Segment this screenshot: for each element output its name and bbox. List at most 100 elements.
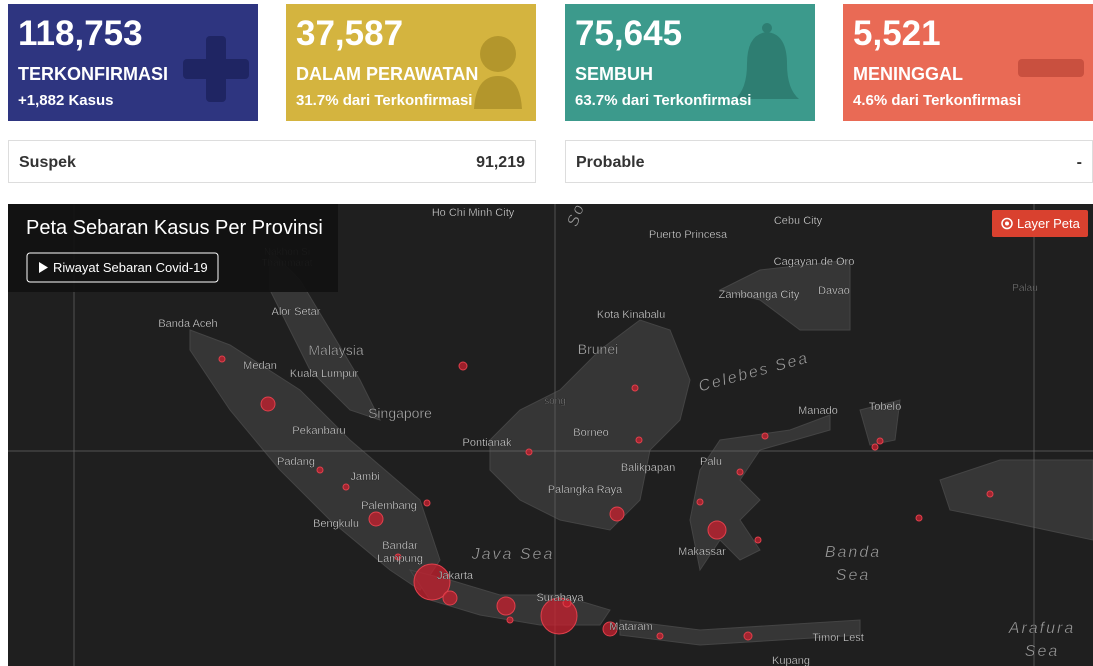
label: Probable (576, 154, 645, 171)
place-label: Jambi (350, 471, 379, 483)
place-label: Bengkulu (313, 518, 359, 530)
sub: 63.7% dari Terkonfirmasi (575, 92, 752, 109)
probable-box: Probable - (565, 140, 1093, 183)
place-label: Palu (700, 456, 722, 468)
island (269, 248, 381, 421)
place-label: Kuala Lumpur (290, 368, 359, 380)
button-label: Layer Peta (1017, 216, 1081, 231)
island (619, 619, 861, 646)
value: 5,521 (853, 14, 941, 53)
case-circle (871, 443, 879, 451)
place-label: Surabaya (536, 592, 584, 604)
case-circle (635, 436, 643, 444)
case-circle (656, 632, 664, 640)
case-circle (423, 499, 431, 507)
value: 118,753 (18, 14, 143, 53)
place-label: Banda Aceh (158, 318, 217, 330)
case-circle (743, 631, 753, 641)
value: 75,645 (575, 14, 683, 53)
place-label: Palangka Raya (548, 484, 623, 496)
place-label: Sea (836, 567, 870, 584)
icon (1018, 59, 1084, 77)
place-label: Java Sea (471, 546, 555, 563)
value: 37,587 (296, 14, 404, 53)
case-circle (736, 468, 744, 476)
card-recovered: 75,645 SEMBUH 63.7% dari Terkonfirmasi (565, 4, 815, 121)
place-label: Pekanbaru (292, 425, 345, 437)
icon (735, 23, 799, 99)
place-label: Tobelo (869, 401, 901, 413)
case-circle (696, 498, 704, 506)
icon (474, 36, 522, 109)
case-circle (986, 490, 994, 498)
island (859, 399, 901, 446)
icon (183, 36, 249, 102)
place-label: Davao (818, 285, 850, 297)
label: MENINGGAL (853, 64, 963, 84)
case-circle (562, 598, 572, 608)
case-circle (218, 355, 226, 363)
graticule (8, 204, 1093, 666)
place-label: Balikpapan (621, 462, 675, 474)
map[interactable]: Ho Chi Minh CityNakhon SiThammaratPuerto… (8, 204, 1093, 666)
value: - (1076, 154, 1082, 171)
label: Suspek (19, 154, 76, 171)
case-circles (218, 355, 994, 641)
place-label: Palau (1012, 283, 1038, 294)
place-label: Cebu City (774, 215, 823, 227)
sub: +1,882 Kasus (18, 92, 114, 109)
label: DALAM PERAWATAN (296, 64, 479, 84)
place-label: Padang (277, 456, 315, 468)
place-label: Bandar (382, 540, 418, 552)
case-circle (316, 466, 324, 474)
sub: 31.7% dari Terkonfirmasi (296, 92, 473, 109)
place-label: Kupang (772, 655, 810, 666)
layer-button[interactable]: Layer Peta (992, 210, 1088, 237)
place-label: Medan (243, 360, 277, 372)
button-label: Riwayat Sebaran Covid-19 (53, 260, 208, 275)
suspect-box: Suspek 91,219 (8, 140, 536, 183)
case-circle (754, 536, 762, 544)
place-label: Pontianak (463, 437, 512, 449)
map-header (8, 204, 338, 292)
place-label: Puerto Princesa (649, 229, 728, 241)
place-label: Palembang (361, 500, 417, 512)
case-circle (506, 616, 514, 624)
place-label: Banda (825, 544, 881, 561)
case-circle (342, 483, 350, 491)
label: SEMBUH (575, 64, 654, 84)
case-circle (915, 514, 923, 522)
place-label: Jakarta (437, 570, 474, 582)
case-circle (631, 384, 639, 392)
card-treated: 37,587 DALAM PERAWATAN 31.7% dari Terkon… (286, 4, 536, 121)
case-circle (368, 511, 384, 527)
card-confirmed: 118,753 TERKONFIRMASI +1,882 Kasus (8, 4, 258, 121)
island (489, 319, 691, 531)
place-label: song (544, 396, 566, 407)
case-circle (442, 590, 458, 606)
case-circle (525, 448, 533, 456)
place-label: Lampung (377, 553, 423, 565)
sub: 4.6% dari Terkonfirmasi (853, 92, 1022, 109)
place-label: Alor Setar (272, 306, 321, 318)
place-label: Malaysia (308, 342, 363, 358)
case-circle (609, 506, 625, 522)
case-circle (394, 553, 402, 561)
island (718, 259, 851, 331)
place-label: Singapore (368, 405, 432, 421)
history-button[interactable]: Riwayat Sebaran Covid-19 (26, 252, 219, 283)
place-label: Mataram (609, 621, 652, 633)
place-label: Arafura (1008, 620, 1075, 637)
case-circle (496, 596, 516, 616)
case-circle (260, 396, 276, 412)
map-title: Peta Sebaran Kasus Per Provinsi (26, 217, 323, 239)
case-circle (707, 520, 727, 540)
place-label: Kota Kinabalu (597, 309, 666, 321)
place-label: Sea (1025, 643, 1059, 660)
case-circle (602, 621, 618, 637)
card-deaths: 5,521 MENINGGAL 4.6% dari Terkonfirmasi (843, 4, 1093, 121)
place-label: Timor Lest (812, 632, 864, 644)
label: TERKONFIRMASI (18, 64, 168, 84)
value: 91,219 (476, 154, 525, 171)
case-circle (761, 432, 769, 440)
